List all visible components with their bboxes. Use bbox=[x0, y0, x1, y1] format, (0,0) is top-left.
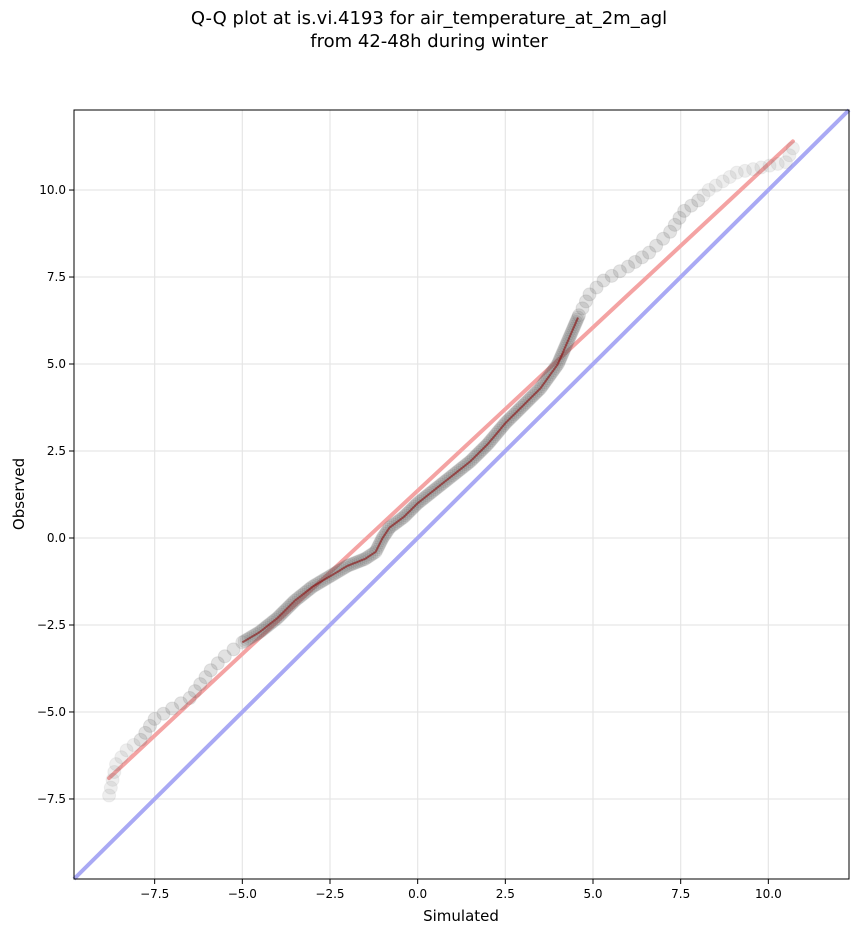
identity-line bbox=[72, 108, 851, 881]
qq-point bbox=[785, 141, 800, 156]
qq-point bbox=[126, 738, 141, 753]
fit-line bbox=[107, 139, 795, 781]
qq-point bbox=[571, 308, 586, 323]
chart-title: Q-Q plot at is.vi.4193 for air_temperatu… bbox=[190, 8, 668, 29]
y-axis-label: Observed bbox=[10, 458, 28, 530]
qq-point bbox=[582, 287, 597, 302]
qq-point bbox=[575, 301, 590, 316]
qq-point bbox=[715, 174, 730, 189]
data-points bbox=[102, 141, 800, 803]
qq-point bbox=[649, 238, 664, 253]
qq-point bbox=[138, 725, 153, 740]
qq-point bbox=[105, 772, 120, 787]
qq-point bbox=[198, 670, 213, 685]
qq-point bbox=[754, 160, 769, 175]
qq-point bbox=[737, 163, 752, 178]
y-tick-label: 0.0 bbox=[47, 531, 66, 545]
qq-point bbox=[114, 750, 129, 765]
qq-point bbox=[210, 656, 225, 671]
qq-point bbox=[165, 701, 180, 716]
qq-point bbox=[596, 273, 611, 288]
qq-point bbox=[182, 691, 197, 706]
grid bbox=[74, 110, 849, 879]
x-tick-label: −7.5 bbox=[140, 887, 169, 901]
qq-point bbox=[142, 718, 157, 733]
qq-point bbox=[778, 155, 793, 170]
y-tick-label: 7.5 bbox=[47, 270, 66, 284]
x-tick-label: −5.0 bbox=[228, 887, 257, 901]
x-tick-label: 10.0 bbox=[755, 887, 782, 901]
y-tick-label: −2.5 bbox=[37, 618, 66, 632]
qq-point bbox=[701, 183, 716, 198]
x-tick-label: 5.0 bbox=[583, 887, 602, 901]
qq-point bbox=[729, 165, 744, 180]
y-tick-label: −5.0 bbox=[37, 705, 66, 719]
qq-point bbox=[612, 264, 627, 279]
y-tick-label: 10.0 bbox=[39, 183, 66, 197]
qq-point bbox=[642, 245, 657, 260]
qq-point bbox=[663, 224, 678, 239]
qq-point bbox=[187, 684, 202, 699]
qq-point bbox=[217, 649, 232, 664]
qq-point bbox=[722, 169, 737, 184]
qq-point bbox=[173, 696, 188, 711]
qq-point bbox=[119, 743, 134, 758]
y-axis: −7.5 −5.0 −2.5 0.0 2.5 5.0 7.5 10.0 bbox=[37, 183, 74, 806]
qq-point bbox=[621, 259, 636, 274]
qq-point bbox=[672, 210, 687, 225]
qq-point bbox=[628, 254, 643, 269]
qq-point bbox=[667, 217, 682, 232]
chart-subtitle: from 42-48h during winter bbox=[310, 31, 548, 52]
qq-point bbox=[677, 203, 692, 218]
qq-point bbox=[691, 193, 706, 208]
x-axis: −7.5 −5.0 −2.5 0.0 2.5 5.0 7.5 10.0 bbox=[140, 879, 782, 901]
qq-point bbox=[746, 162, 761, 177]
qq-point bbox=[103, 780, 118, 795]
identity-line-path bbox=[72, 108, 851, 881]
qq-point bbox=[782, 148, 797, 163]
qq-point bbox=[109, 757, 124, 772]
x-tick-label: 7.5 bbox=[671, 887, 690, 901]
y-tick-label: 2.5 bbox=[47, 444, 66, 458]
qq-point bbox=[102, 788, 117, 803]
qq-point bbox=[604, 268, 619, 283]
qq-point bbox=[656, 231, 671, 246]
qq-point bbox=[684, 198, 699, 213]
qq-point bbox=[708, 178, 723, 193]
x-tick-label: 2.5 bbox=[496, 887, 515, 901]
qq-point bbox=[578, 294, 593, 309]
qq-point bbox=[696, 188, 711, 203]
dense-core bbox=[241, 317, 579, 644]
qq-point bbox=[589, 280, 604, 295]
qq-point bbox=[226, 642, 241, 657]
qq-point bbox=[107, 765, 122, 780]
plot-frame bbox=[73, 109, 850, 880]
qq-point bbox=[762, 158, 777, 173]
qq-point bbox=[770, 156, 785, 171]
fit-line-path bbox=[107, 139, 795, 781]
dense-core-line bbox=[241, 317, 579, 644]
x-tick-label: −2.5 bbox=[315, 887, 344, 901]
qq-point bbox=[635, 250, 650, 265]
qq-point bbox=[147, 711, 162, 726]
qq-point bbox=[156, 706, 171, 721]
y-tick-label: −7.5 bbox=[37, 792, 66, 806]
qq-point bbox=[203, 663, 218, 678]
y-tick-label: 5.0 bbox=[47, 357, 66, 371]
qq-point bbox=[133, 732, 148, 747]
x-axis-label: Simulated bbox=[423, 907, 499, 925]
qq-point bbox=[193, 677, 208, 692]
x-tick-label: 0.0 bbox=[408, 887, 427, 901]
